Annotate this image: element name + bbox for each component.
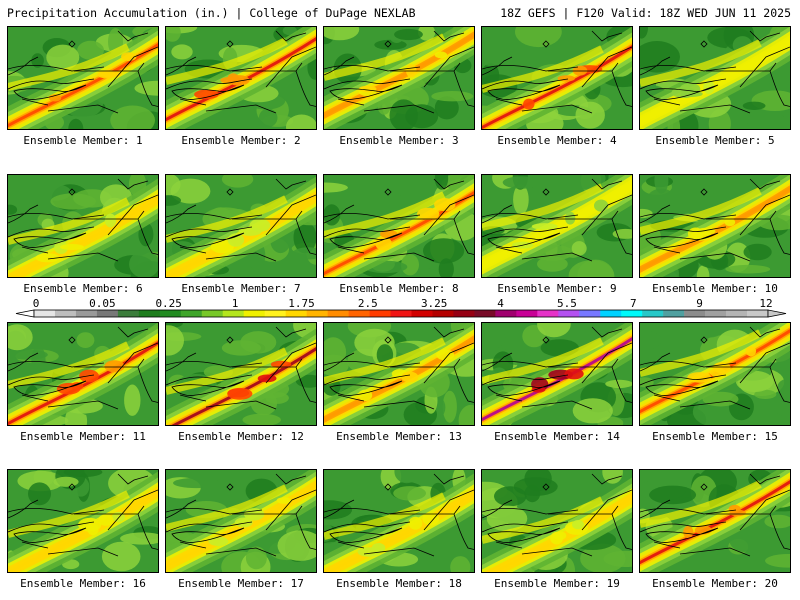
- colorbar-swatch: [369, 310, 391, 317]
- precip-map: [165, 322, 317, 426]
- colorbar-tick-label: 5.5: [557, 297, 577, 310]
- colorbar-swatch: [579, 310, 601, 317]
- colorbar-tick-label: 0: [33, 297, 40, 310]
- colorbar-swatch: [495, 310, 517, 317]
- colorbar-swatch: [558, 310, 580, 317]
- chart-title: Precipitation Accumulation (in.) | Colle…: [7, 6, 416, 20]
- precip-map: [481, 26, 633, 130]
- precip-map: [481, 322, 633, 426]
- ensemble-member-label: Ensemble Member: 3: [339, 134, 459, 147]
- colorbar-swatch: [327, 310, 349, 317]
- colorbar-tick-label: 0.25: [155, 297, 182, 310]
- colorbar-swatch: [243, 310, 265, 317]
- ensemble-member-label: Ensemble Member: 15: [652, 430, 778, 443]
- colorbar-swatch: [621, 310, 643, 317]
- colorbar-swatch: [54, 310, 77, 317]
- colorbar-swatch: [684, 310, 706, 317]
- ensemble-member-label: Ensemble Member: 4: [497, 134, 617, 147]
- ensemble-member-label: Ensemble Member: 20: [652, 577, 778, 590]
- colorbar-tick-label: 4: [497, 297, 504, 310]
- precip-map: [165, 26, 317, 130]
- ensemble-member-label: Ensemble Member: 7: [181, 282, 301, 295]
- precip-map: [639, 469, 791, 573]
- precip-map: [7, 174, 159, 278]
- colorbar-swatch: [222, 310, 245, 317]
- ensemble-member-label: Ensemble Member: 18: [336, 577, 462, 590]
- ensemble-member-label: Ensemble Member: 1: [23, 134, 143, 147]
- colorbar-swatch: [306, 310, 328, 317]
- ensemble-member-label: Ensemble Member: 13: [336, 430, 462, 443]
- precip-map: [639, 26, 791, 130]
- colorbar-tick-label: 7: [630, 297, 637, 310]
- colorbar-tick-label: 2.5: [358, 297, 378, 310]
- precip-map: [323, 174, 475, 278]
- precip-map: [639, 174, 791, 278]
- ensemble-member-label: Ensemble Member: 17: [178, 577, 304, 590]
- colorbar-swatch: [747, 310, 769, 317]
- precip-map: [481, 469, 633, 573]
- precip-map: [481, 174, 633, 278]
- colorbar-tick-label: 1: [232, 297, 239, 310]
- ensemble-member-label: Ensemble Member: 9: [497, 282, 617, 295]
- colorbar-tick-label: 9: [696, 297, 703, 310]
- precip-map: [7, 322, 159, 426]
- colorbar-swatch: [138, 310, 161, 317]
- ensemble-member-label: Ensemble Member: 16: [20, 577, 146, 590]
- precip-map: [7, 469, 159, 573]
- colorbar-tick-label: 1.75: [288, 297, 315, 310]
- colorbar-swatch: [537, 310, 559, 317]
- colorbar-swatch: [600, 310, 622, 317]
- precip-map: [639, 322, 791, 426]
- ensemble-member-label: Ensemble Member: 6: [23, 282, 143, 295]
- colorbar-swatch: [75, 310, 98, 317]
- colorbar-swatch: [390, 310, 412, 317]
- precip-map: [7, 26, 159, 130]
- colorbar-max-arrow: [767, 309, 787, 318]
- colorbar-swatch: [516, 310, 538, 317]
- ensemble-member-label: Ensemble Member: 5: [655, 134, 775, 147]
- colorbar-swatch: [264, 310, 286, 317]
- precip-colorbar: 0 0.05 0.25 1 1.75 2.5 3.25 4 5.5 7 9 12: [0, 296, 800, 320]
- precip-map: [323, 322, 475, 426]
- colorbar-swatch: [159, 310, 182, 317]
- precip-map: [165, 469, 317, 573]
- colorbar-swatch: [285, 310, 307, 317]
- run-valid-time: 18Z GEFS | F120 Valid: 18Z WED JUN 11 20…: [500, 6, 791, 20]
- colorbar-swatch: [117, 310, 140, 317]
- ensemble-member-label: Ensemble Member: 10: [652, 282, 778, 295]
- colorbar-swatch: [726, 310, 748, 317]
- colorbar-swatch: [474, 310, 496, 317]
- colorbar-swatch: [663, 310, 685, 317]
- colorbar-swatch: [34, 310, 56, 317]
- colorbar-tick-label: 12: [759, 297, 772, 310]
- ensemble-member-label: Ensemble Member: 14: [494, 430, 620, 443]
- colorbar-swatch: [411, 310, 433, 317]
- colorbar-min-arrow: [15, 309, 35, 318]
- colorbar-swatch: [705, 310, 727, 317]
- ensemble-member-label: Ensemble Member: 19: [494, 577, 620, 590]
- colorbar-tick-label: 0.05: [89, 297, 116, 310]
- colorbar-swatch: [432, 310, 454, 317]
- colorbar-swatch: [96, 310, 119, 317]
- precip-map: [323, 469, 475, 573]
- colorbar-swatch: [348, 310, 370, 317]
- ensemble-member-label: Ensemble Member: 2: [181, 134, 301, 147]
- ensemble-member-label: Ensemble Member: 8: [339, 282, 459, 295]
- colorbar-swatch: [642, 310, 664, 317]
- colorbar-tick-label: 3.25: [421, 297, 448, 310]
- precip-map: [165, 174, 317, 278]
- colorbar-swatch: [180, 310, 203, 317]
- ensemble-member-label: Ensemble Member: 11: [20, 430, 146, 443]
- ensemble-member-label: Ensemble Member: 12: [178, 430, 304, 443]
- colorbar-swatch: [201, 310, 224, 317]
- colorbar-swatch: [453, 310, 475, 317]
- precip-map: [323, 26, 475, 130]
